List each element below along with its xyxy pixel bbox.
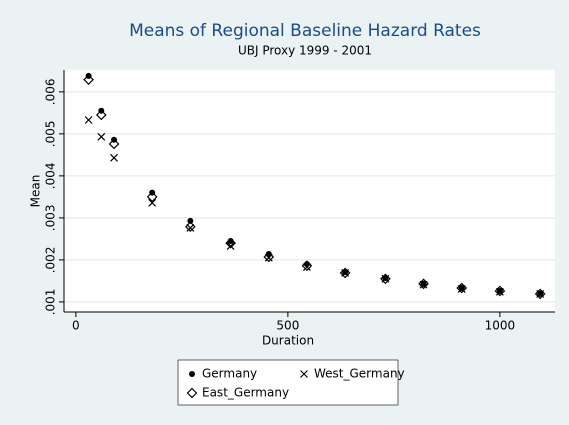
marker [380,273,391,285]
y-tick-label: .001 [44,289,58,316]
legend-label: West_Germany [314,367,405,381]
y-tick-label: .005 [44,121,58,148]
marker [300,370,308,378]
y-axis-label: Mean [29,175,43,208]
marker [108,138,120,150]
marker [189,371,195,377]
chart-subtitle: UBJ Proxy 1999 - 2001 [238,44,372,58]
marker [185,221,196,233]
marker [110,153,118,162]
marker [339,267,351,279]
plot-area [64,70,555,312]
marker [301,260,313,272]
legend-label: Germany [202,367,257,381]
x-tick-label: 1000 [485,319,516,333]
marker [418,278,429,290]
marker [146,191,158,203]
marker [83,74,94,86]
marker [225,237,236,249]
marker [303,263,311,271]
marker [226,242,235,250]
marker [187,217,194,224]
x-tick-label: 0 [72,319,80,333]
marker [263,251,275,263]
marker [494,285,506,297]
marker [186,224,195,232]
y-tick-label: .002 [44,247,58,274]
legend-label: East_Germany [202,386,289,400]
marker [456,282,468,294]
marker [97,132,106,141]
y-tick-label: .003 [44,205,58,232]
x-axis-label: Duration [262,334,314,348]
marker [148,198,157,207]
marker [84,116,93,124]
marker [186,387,198,399]
marker [95,109,107,121]
legend-box [177,359,399,406]
marker [534,288,546,300]
x-tick-label: 500 [276,319,299,333]
chart-title: Means of Regional Baseline Hazard Rates [129,21,481,41]
y-tick-label: .006 [44,78,58,105]
y-tick-label: .004 [44,163,58,190]
